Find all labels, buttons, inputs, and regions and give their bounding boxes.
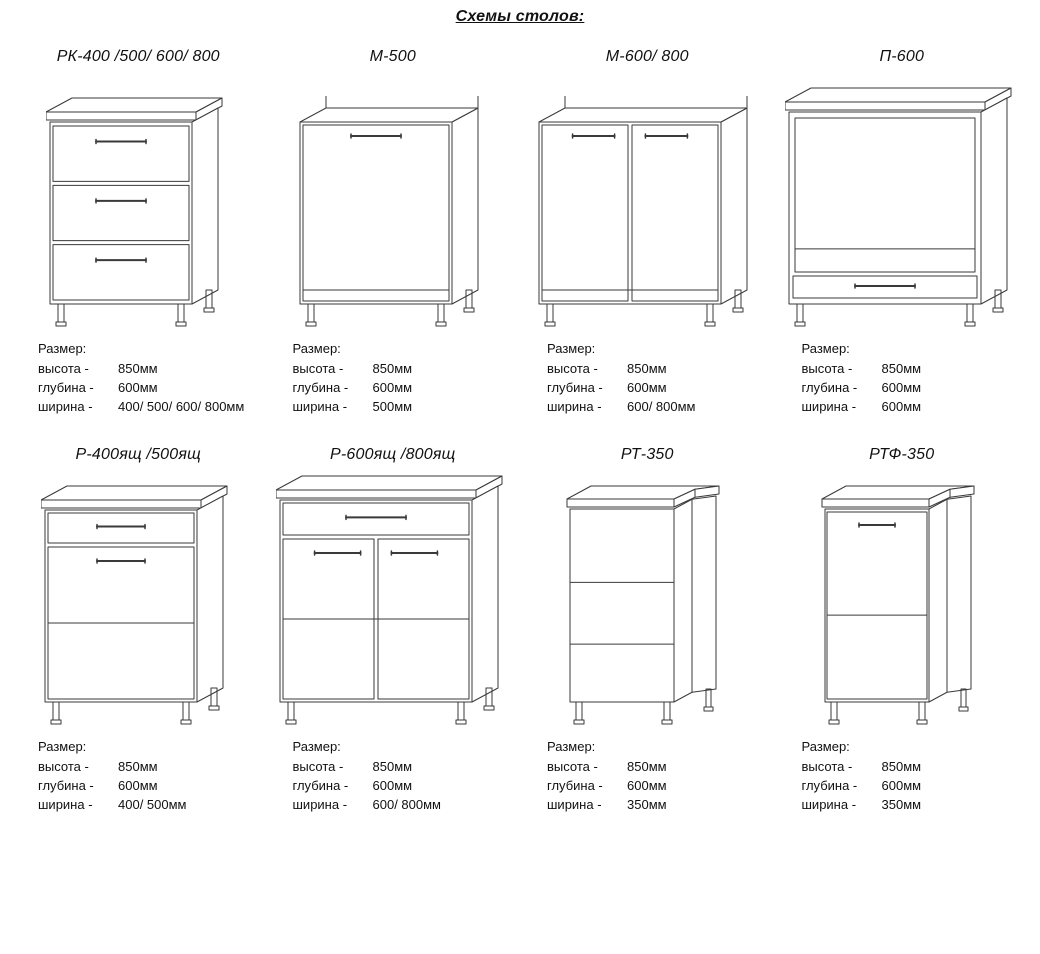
spec-width-val: 400/ 500/ 600/ 800мм	[118, 398, 244, 417]
page: Схемы столов: РК-400 /500/ 600/ 800 Разме…	[0, 0, 1040, 839]
specs-header: Размер:	[802, 738, 922, 757]
cabinet-drawing	[821, 478, 983, 728]
cabinet-specs: Размер:высота -850ммглубина -600ммширина…	[802, 340, 922, 416]
spec-height-key: высота -	[802, 758, 882, 777]
spec-depth-val: 600мм	[627, 379, 667, 398]
spec-height-val: 850мм	[373, 758, 413, 777]
cabinet-specs: Размер:высота -850ммглубина -600ммширина…	[547, 340, 695, 416]
spec-height-key: высота -	[547, 758, 627, 777]
spec-depth-key: глубина -	[293, 777, 373, 796]
spec-height-val: 850мм	[118, 758, 158, 777]
specs-header: Размер:	[802, 340, 922, 359]
specs-header: Размер:	[38, 738, 186, 757]
spec-width-val: 350мм	[627, 796, 667, 815]
model-title: РТ-350	[621, 446, 674, 464]
spec-depth-key: глубина -	[802, 379, 882, 398]
spec-depth-key: глубина -	[547, 379, 627, 398]
spec-width-val: 600мм	[882, 398, 922, 417]
spec-depth-key: глубина -	[38, 379, 118, 398]
specs-header: Размер:	[293, 340, 413, 359]
spec-width-key: ширина -	[802, 796, 882, 815]
spec-depth-key: глубина -	[802, 777, 882, 796]
cabinet-specs: Размер:высота -850ммглубина -600ммширина…	[293, 340, 413, 416]
spec-depth-key: глубина -	[547, 777, 627, 796]
spec-width-val: 350мм	[882, 796, 922, 815]
spec-width-key: ширина -	[547, 796, 627, 815]
spec-width-key: ширина -	[293, 398, 373, 417]
model-title: Р-400ящ /500ящ	[76, 446, 201, 464]
model-title: РК-400 /500/ 600/ 800	[57, 48, 220, 66]
cabinet-drawing	[296, 80, 490, 330]
spec-height-val: 850мм	[627, 360, 667, 379]
model-title: П-600	[879, 48, 924, 66]
cabinet-cell: РК-400 /500/ 600/ 800 Размер:высота -850м…	[20, 48, 257, 416]
spec-depth-val: 600мм	[118, 379, 158, 398]
cabinet-drawing	[276, 478, 510, 728]
spec-depth-val: 600мм	[627, 777, 667, 796]
spec-depth-val: 600мм	[373, 379, 413, 398]
cabinet-specs: Размер:высота -850ммглубина -600ммширина…	[802, 738, 922, 814]
spec-height-key: высота -	[293, 360, 373, 379]
spec-height-key: высота -	[38, 758, 118, 777]
cabinet-drawing	[46, 80, 230, 330]
spec-depth-key: глубина -	[293, 379, 373, 398]
spec-height-key: высота -	[547, 360, 627, 379]
cabinet-specs: Размер:высота -850ммглубина -600ммширина…	[38, 738, 186, 814]
spec-depth-key: глубина -	[38, 777, 118, 796]
specs-header: Размер:	[547, 738, 667, 757]
spec-width-key: ширина -	[38, 398, 118, 417]
model-title: М-500	[370, 48, 416, 66]
spec-depth-val: 600мм	[882, 777, 922, 796]
spec-height-val: 850мм	[373, 360, 413, 379]
spec-width-key: ширина -	[547, 398, 627, 417]
cabinet-cell: П-600 Размер:высота -850ммглубина -600ммш…	[784, 48, 1021, 416]
cabinet-drawing	[535, 80, 759, 330]
model-title: М-600/ 800	[606, 48, 689, 66]
model-title: Р-600ящ /800ящ	[330, 446, 455, 464]
spec-width-key: ширина -	[38, 796, 118, 815]
spec-width-key: ширина -	[802, 398, 882, 417]
specs-header: Размер:	[547, 340, 695, 359]
spec-width-key: ширина -	[293, 796, 373, 815]
page-title: Схемы столов:	[20, 8, 1020, 26]
spec-height-val: 850мм	[118, 360, 158, 379]
spec-width-val: 500мм	[373, 398, 413, 417]
spec-width-val: 600/ 800мм	[627, 398, 695, 417]
cabinet-grid: РК-400 /500/ 600/ 800Размер:высота -850м…	[20, 48, 1020, 815]
spec-height-key: высота -	[293, 758, 373, 777]
cabinet-drawing	[41, 478, 235, 728]
cabinet-specs: Размер:высота -850ммглубина -600ммширина…	[38, 340, 244, 416]
spec-width-val: 600/ 800мм	[373, 796, 441, 815]
spec-depth-val: 600мм	[373, 777, 413, 796]
cabinet-cell: Р-600ящ /800ящ Размер:высота -850ммглубин…	[275, 446, 512, 814]
spec-depth-val: 600мм	[882, 379, 922, 398]
specs-header: Размер:	[38, 340, 244, 359]
cabinet-cell: Р-400ящ /500ящ Размер:высота -850ммглубин…	[20, 446, 257, 814]
cabinet-specs: Размер:высота -850ммглубина -600ммширина…	[293, 738, 441, 814]
cabinet-cell: РТ-350 Размер:высота -850ммглубина -600мм…	[529, 446, 766, 814]
model-title: РТФ-350	[869, 446, 934, 464]
cabinet-cell: М-600/ 800 Размер:высота -850ммглубина -6…	[529, 48, 766, 416]
spec-height-val: 850мм	[627, 758, 667, 777]
spec-height-val: 850мм	[882, 360, 922, 379]
cabinet-drawing	[785, 80, 1019, 330]
cabinet-drawing	[566, 478, 728, 728]
spec-height-key: высота -	[38, 360, 118, 379]
specs-header: Размер:	[293, 738, 441, 757]
spec-width-val: 400/ 500мм	[118, 796, 186, 815]
spec-height-val: 850мм	[882, 758, 922, 777]
spec-height-key: высота -	[802, 360, 882, 379]
cabinet-cell: М-500 Размер:высота -850ммглубина -600ммш…	[275, 48, 512, 416]
spec-depth-val: 600мм	[118, 777, 158, 796]
cabinet-cell: РТФ-350 Размер:высота -850ммглубина -600м…	[784, 446, 1021, 814]
cabinet-specs: Размер:высота -850ммглубина -600ммширина…	[547, 738, 667, 814]
